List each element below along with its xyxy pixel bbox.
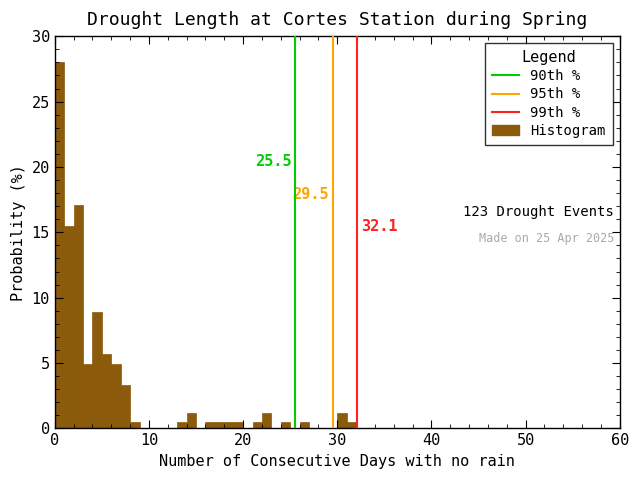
Bar xyxy=(64,226,74,429)
Bar xyxy=(215,422,224,429)
Bar xyxy=(234,422,243,429)
Legend: 90th %, 95th %, 99th %, Histogram: 90th %, 95th %, 99th %, Histogram xyxy=(484,43,613,145)
Text: 25.5: 25.5 xyxy=(255,154,291,169)
Bar xyxy=(187,413,196,429)
Text: Made on 25 Apr 2025: Made on 25 Apr 2025 xyxy=(479,232,614,245)
Title: Drought Length at Cortes Station during Spring: Drought Length at Cortes Station during … xyxy=(87,11,588,29)
Bar xyxy=(205,422,215,429)
Bar xyxy=(347,422,356,429)
Bar xyxy=(102,354,111,429)
X-axis label: Number of Consecutive Days with no rain: Number of Consecutive Days with no rain xyxy=(159,454,515,469)
Text: 32.1: 32.1 xyxy=(361,219,397,234)
Text: 123 Drought Events: 123 Drought Events xyxy=(463,205,614,219)
Bar xyxy=(253,422,262,429)
Bar xyxy=(111,364,121,429)
Bar xyxy=(74,205,83,429)
Bar xyxy=(121,385,130,429)
Bar xyxy=(300,422,309,429)
Y-axis label: Probability (%): Probability (%) xyxy=(11,164,26,301)
Bar xyxy=(262,413,271,429)
Bar xyxy=(55,62,64,429)
Bar xyxy=(337,413,347,429)
Bar xyxy=(281,422,290,429)
Bar xyxy=(224,422,234,429)
Text: 29.5: 29.5 xyxy=(292,187,329,202)
Bar xyxy=(130,422,140,429)
Bar xyxy=(177,422,187,429)
Bar xyxy=(83,364,92,429)
Bar xyxy=(92,312,102,429)
